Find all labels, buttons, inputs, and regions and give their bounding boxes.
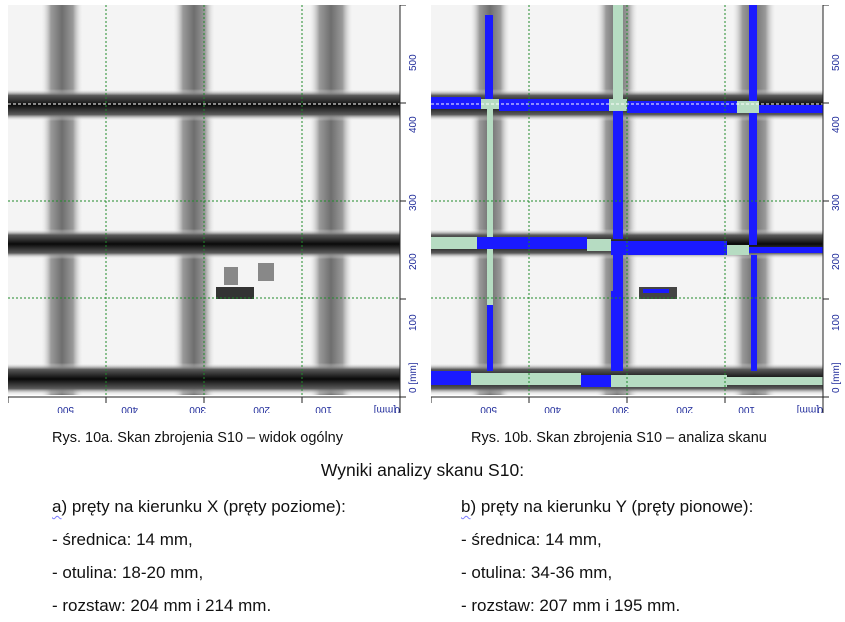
x-tick-label: 0 [394,404,400,413]
vertical-rebar [172,5,216,395]
y-axis-ticks [400,5,406,398]
scan-image-b: 0 [mm] 100 200 300 400 500 [mm] 0 100 20… [431,5,842,413]
results-title: Wyniki analizy skanu S10: [320,460,525,480]
y-direction-heading-text: ) pręty na kierunku Y (pręty pionowe): [470,497,754,516]
x-tick-label: 400 [544,404,561,413]
x-tick-label: 400 [121,404,138,413]
y-direction-diameter: - średnica: 14 mm, [461,530,602,549]
y-tick-label: 100 [831,314,842,331]
x-tick-label: 100 [738,404,755,413]
y-tick-label: 200 [408,253,419,270]
x-tick-label: 500 [480,404,497,413]
scan-grid [431,5,823,395]
y-axis-ticks [823,5,829,398]
x-axis-ticks [8,397,401,403]
scan-figure-b: 0 [mm] 100 200 300 400 500 [mm] 0 100 20… [431,5,845,413]
x-direction-letter: a [52,497,62,516]
vertical-rebar [40,5,84,395]
scan-grid [8,5,400,395]
scan-artifact [224,267,238,285]
x-tick-label: 200 [676,404,693,413]
y-direction-letter: b [461,497,471,516]
vertical-rebar [308,5,354,395]
analysis-segment [643,289,669,293]
y-tick-label: 500 [831,54,842,71]
y-tick-label: 500 [408,54,419,71]
y-tick-label: 400 [408,116,419,133]
x-axis-ticks [431,397,824,403]
y-tick-label: 300 [408,194,419,211]
x-tick-label: [mm] [797,404,819,413]
x-direction-diameter: - średnica: 14 mm, [52,530,193,549]
x-direction-heading: a) pręty na kierunku X (pręty poziome): [52,490,346,523]
y-tick-label: 400 [831,116,842,133]
y-tick-label: 100 [408,314,419,331]
scan-image-a: 0 [mm] 100 200 300 400 500 [mm] 0 100 20… [8,5,419,413]
x-tick-label: [mm] [374,404,396,413]
x-tick-label: 100 [315,404,332,413]
scan-figure-a: 0 [mm] 100 200 300 400 500 [mm] 0 100 20… [8,5,426,413]
x-direction-heading-text: ) pręty na kierunku X (pręty poziome): [61,497,346,516]
results-x-direction: a) pręty na kierunku X (pręty poziome): … [52,490,346,622]
scan-artifact [216,287,254,299]
x-tick-label: 300 [189,404,206,413]
scan-artifact [258,263,274,281]
x-tick-label: 0 [817,404,823,413]
x-direction-spacing: - rozstaw: 204 mm i 214 mm. [52,596,272,615]
y-tick-label: 300 [831,194,842,211]
x-tick-label: 300 [612,404,629,413]
x-direction-cover: - otulina: 18-20 mm, [52,563,204,582]
y-direction-cover: - otulina: 34-36 mm, [461,563,613,582]
x-tick-label: 200 [253,404,270,413]
y-direction-spacing: - rozstaw: 207 mm i 195 mm. [461,596,681,615]
figure-caption-a: Rys. 10a. Skan zbrojenia S10 – widok ogó… [52,430,343,446]
analysis-overlay-horizontal [431,97,823,387]
y-tick-label: 0 [mm] [408,362,419,393]
y-tick-label: 0 [mm] [831,362,842,393]
y-direction-heading: b) pręty na kierunku Y (pręty pionowe): [461,490,753,523]
analysis-overlay-vertical [485,5,757,371]
x-tick-label: 500 [57,404,74,413]
figure-caption-b: Rys. 10b. Skan zbrojenia S10 – analiza s… [471,430,767,446]
y-tick-label: 200 [831,253,842,270]
results-y-direction: b) pręty na kierunku Y (pręty pionowe): … [461,490,753,622]
